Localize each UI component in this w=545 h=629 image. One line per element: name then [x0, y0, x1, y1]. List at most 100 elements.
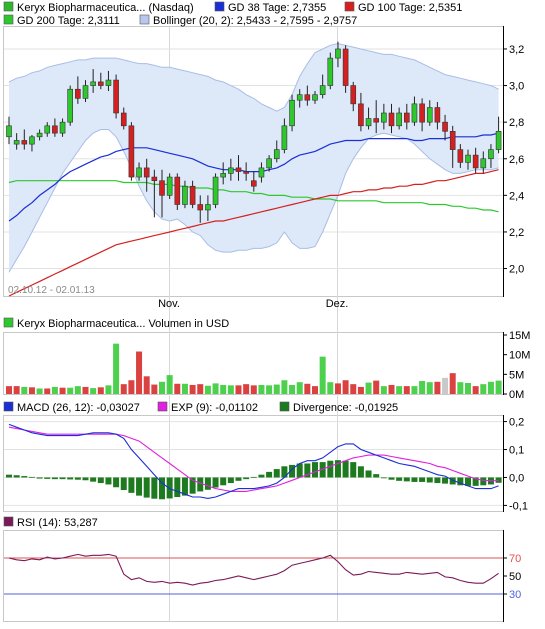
legend-label: GD 100 Tage: 2,5351	[358, 2, 462, 14]
divergence-bar	[296, 463, 303, 478]
candle-down	[174, 176, 181, 205]
divergence-bar	[128, 477, 135, 493]
candle-down	[143, 167, 150, 178]
volume-tick-label: 0M	[509, 389, 524, 401]
divergence-bar	[258, 474, 265, 478]
candle-up	[381, 112, 387, 123]
candle-down	[403, 112, 410, 123]
divergence-bar	[120, 477, 127, 491]
volume-bar	[189, 384, 196, 394]
legend-label: GD 200 Tage: 2,3111	[17, 15, 120, 27]
candle-down	[350, 85, 357, 105]
volume-bar	[220, 384, 227, 394]
legend-swatch	[3, 317, 14, 328]
volume-bar	[204, 385, 211, 394]
legend-swatch	[3, 516, 14, 527]
divergence-bar	[266, 471, 273, 478]
divergence-bar	[235, 477, 242, 481]
divergence-bar	[67, 477, 74, 480]
candle-down	[472, 154, 479, 169]
volume-bar	[319, 356, 326, 394]
bollinger-lower-line	[8, 129, 499, 273]
price-tick-label: 3,0	[509, 81, 524, 93]
macd-legend: MACD (26, 12): -0,03027 EXP (9): -0,01102…	[3, 401, 398, 414]
volume-bar	[419, 381, 426, 394]
divergence-bars	[6, 460, 502, 500]
volume-bar	[227, 385, 234, 394]
price-tick-label: 2,8	[509, 117, 524, 129]
divergence-bar	[197, 477, 204, 492]
volume-bar	[113, 343, 120, 394]
volume-bar	[128, 380, 135, 394]
gd100-line	[8, 169, 499, 297]
divergence-bar	[13, 475, 20, 478]
volume-tick-label: 5M	[509, 369, 524, 381]
candle-up	[273, 149, 280, 160]
volume-y-ticks: 15M 10M 5M 0M	[503, 330, 530, 401]
macd-line	[8, 423, 499, 499]
legend-swatch	[3, 1, 14, 12]
volume-bar	[365, 382, 372, 394]
divergence-bar	[159, 477, 165, 500]
volume-bar	[105, 385, 112, 394]
volume-bar	[151, 384, 158, 394]
divergence-bar	[273, 469, 280, 478]
exp-line	[8, 426, 499, 492]
divergence-bar	[174, 477, 181, 498]
candle-up	[365, 118, 372, 127]
candle-up	[212, 176, 219, 205]
volume-bar	[44, 388, 51, 394]
volume-bar	[174, 383, 181, 394]
divergence-bar	[403, 477, 410, 482]
divergence-bar	[51, 477, 58, 480]
volume-bar	[457, 382, 464, 394]
divergence-bar	[90, 477, 97, 482]
x-label-nov: Nov.	[158, 298, 180, 310]
volume-bar	[449, 373, 456, 394]
divergence-bar	[457, 477, 464, 486]
candle-down	[120, 112, 127, 127]
volume-bar	[120, 384, 127, 394]
volume-bars	[6, 343, 502, 394]
divergence-bar	[220, 477, 227, 486]
candle-up	[296, 94, 303, 101]
candle-up	[67, 88, 73, 123]
divergence-bar	[357, 466, 364, 478]
divergence-bar	[59, 477, 66, 480]
legend-swatch	[3, 14, 14, 25]
divergence-bar	[495, 477, 502, 483]
volume-bar	[181, 383, 188, 394]
volume-bar	[380, 386, 387, 394]
price-y-ticks: 3,2 3,0 2,8 2,6 2,4 2,2 2,0	[503, 44, 524, 276]
divergence-bar	[426, 477, 433, 483]
volume-bar	[136, 351, 143, 394]
divergence-bar	[434, 477, 441, 484]
candle-down	[442, 121, 448, 132]
rsi-line	[8, 553, 499, 586]
divergence-bar	[82, 477, 89, 481]
divergence-bar	[396, 477, 403, 481]
rsi-line	[8, 553, 499, 586]
candle-up	[266, 158, 272, 169]
volume-bar	[13, 386, 20, 394]
divergence-bar	[319, 462, 326, 478]
divergence-bar	[342, 460, 349, 478]
volume-bar	[6, 386, 12, 394]
volume-bar	[350, 384, 357, 394]
volume-bar	[250, 385, 257, 394]
divergence-bar	[97, 477, 104, 484]
candle-down	[434, 107, 441, 123]
divergence-bar	[380, 477, 387, 479]
divergence-bar	[189, 477, 196, 494]
macd-y-ticks: 0,2 0,1 0,0 -0,1	[503, 417, 528, 512]
volume-bar	[273, 384, 280, 394]
candle-up	[228, 167, 234, 174]
candle-up	[166, 176, 173, 196]
macd-tick-label: 0,1	[509, 445, 524, 457]
divergence-bar	[212, 477, 219, 488]
volume-bar	[434, 381, 441, 394]
candle-down	[304, 94, 311, 101]
volume-bar	[373, 380, 380, 394]
divergence-bar	[373, 474, 380, 478]
divergence-bar	[465, 477, 471, 486]
